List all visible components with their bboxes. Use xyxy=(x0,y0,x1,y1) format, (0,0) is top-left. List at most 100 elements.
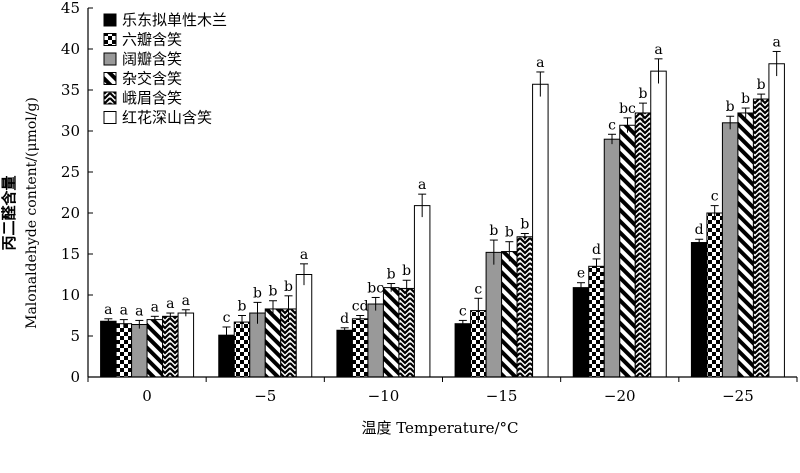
bar xyxy=(572,287,590,378)
legend-swatch xyxy=(103,33,117,46)
bar xyxy=(752,98,770,378)
significance-label: a xyxy=(151,299,159,315)
legend-swatch xyxy=(103,111,117,124)
legend-swatch xyxy=(103,72,117,85)
bar xyxy=(100,320,117,378)
significance-label: d xyxy=(592,242,601,258)
significance-label: b xyxy=(639,86,648,102)
bar xyxy=(706,212,723,378)
bar xyxy=(501,251,518,378)
bar xyxy=(650,70,667,378)
bar xyxy=(532,83,549,378)
significance-label: b xyxy=(402,263,411,279)
legend-label: 峨眉含笑 xyxy=(122,89,182,107)
legend-label: 红花深山含笑 xyxy=(122,109,212,127)
x-tick-label: −25 xyxy=(722,387,754,405)
significance-label: e xyxy=(577,266,585,282)
significance-label: b xyxy=(387,267,396,283)
significance-label: cd xyxy=(352,299,369,315)
bar xyxy=(737,112,754,378)
significance-label: a xyxy=(772,34,780,50)
bar xyxy=(603,138,621,378)
significance-label: b xyxy=(269,284,278,300)
bar xyxy=(413,205,431,378)
significance-label: c xyxy=(608,117,616,133)
significance-label: a xyxy=(300,247,308,263)
significance-label: c xyxy=(711,189,719,205)
significance-label: a xyxy=(182,293,190,309)
significance-label: a xyxy=(536,55,544,71)
y-tick-label: 45 xyxy=(61,0,80,17)
legend-swatch xyxy=(103,91,117,105)
bar xyxy=(264,308,282,378)
y-tick-label: 15 xyxy=(61,245,80,263)
significance-label: bc xyxy=(619,101,636,117)
significance-label: b xyxy=(520,217,529,233)
bar xyxy=(351,318,369,378)
x-tick-label: −5 xyxy=(254,387,276,405)
x-axis-label: 温度 Temperature/°C xyxy=(361,419,518,437)
bar xyxy=(336,329,353,378)
x-tick-label: −20 xyxy=(604,387,636,405)
y-tick-label: 0 xyxy=(70,368,80,386)
bar xyxy=(516,236,534,378)
significance-label: d xyxy=(340,311,349,327)
bar xyxy=(367,303,384,378)
legend-label: 杂交含笑 xyxy=(122,70,182,88)
bar xyxy=(146,319,164,378)
significance-label: b xyxy=(238,299,247,315)
significance-label: a xyxy=(120,303,128,319)
significance-label: bc xyxy=(367,280,384,296)
significance-label: b xyxy=(489,223,498,239)
significance-label: c xyxy=(459,303,467,319)
significance-label: a xyxy=(135,303,143,319)
legend-label: 阔瓣含笑 xyxy=(122,50,182,68)
legend-label: 乐东拟单性木兰 xyxy=(122,11,227,29)
legend-swatch xyxy=(103,52,117,66)
legend-swatch xyxy=(103,13,117,27)
y-axis-label-cn: 丙二醛含量 xyxy=(0,175,18,250)
y-tick-label: 30 xyxy=(61,122,80,140)
bar xyxy=(295,274,313,378)
bar xyxy=(690,242,708,378)
y-tick-label: 10 xyxy=(61,286,80,304)
significance-label: c xyxy=(474,281,482,297)
bar xyxy=(768,63,785,378)
significance-label: a xyxy=(166,296,174,312)
bar xyxy=(588,265,605,378)
significance-label: a xyxy=(654,42,662,58)
significance-label: a xyxy=(418,177,426,193)
significance-label: b xyxy=(284,279,293,295)
bar xyxy=(115,323,133,378)
significance-label: b xyxy=(253,285,262,301)
significance-label: b xyxy=(726,99,735,115)
x-tick-label: −10 xyxy=(368,387,400,405)
legend-label: 六瓣含笑 xyxy=(122,31,182,49)
x-tick-label: 0 xyxy=(142,387,152,405)
y-axis-label-en: Malonaldehyde content/(μmol/g) xyxy=(24,97,40,329)
y-tick-label: 25 xyxy=(61,163,80,181)
bar xyxy=(721,122,739,378)
y-tick-label: 20 xyxy=(61,204,80,222)
bar xyxy=(485,251,503,378)
significance-label: a xyxy=(104,302,112,318)
significance-label: d xyxy=(695,222,704,238)
bar xyxy=(634,112,652,378)
bar xyxy=(131,324,148,378)
y-tick-label: 5 xyxy=(70,327,80,345)
bar xyxy=(233,321,251,378)
x-tick-label: −15 xyxy=(486,387,518,405)
bar xyxy=(398,287,415,378)
axes: 0 5 10 15 20 25 30 35 40 45 0 −5 −10 −15 −20 −25 xyxy=(61,0,798,405)
significance-label: b xyxy=(741,91,750,107)
significance-label: c xyxy=(223,310,231,326)
bar xyxy=(162,315,179,378)
significance-label: b xyxy=(757,77,766,93)
bar xyxy=(619,124,636,378)
y-tick-label: 40 xyxy=(61,40,80,58)
y-tick-label: 35 xyxy=(61,81,80,99)
significance-label: b xyxy=(505,225,514,241)
bar xyxy=(382,287,400,378)
